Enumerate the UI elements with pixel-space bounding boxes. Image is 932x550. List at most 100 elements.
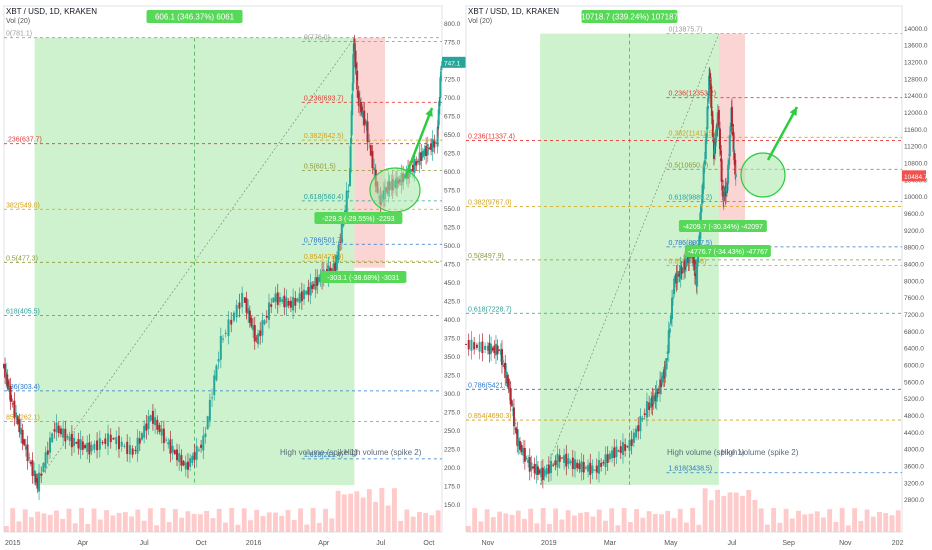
candle-body [261, 320, 264, 336]
candle-body [345, 190, 348, 213]
candle-body [726, 182, 729, 185]
candle-body [662, 372, 665, 383]
annotation-text: High volume (spike 1) [280, 448, 358, 457]
fib-level-label: 0(781.1) [6, 31, 32, 38]
candle-body [558, 455, 561, 462]
candle-body [506, 375, 509, 384]
volume-bar [845, 525, 851, 532]
candle-body [44, 452, 47, 468]
candle-body [643, 413, 646, 415]
candle-body [704, 139, 707, 160]
candle-body [604, 454, 607, 468]
candle-body [733, 153, 736, 165]
volume-bar [285, 509, 291, 532]
candle-body [637, 425, 640, 432]
candle-body [252, 325, 255, 331]
volume-bar [752, 500, 758, 532]
candle-body [676, 271, 679, 283]
volume-bar [895, 510, 901, 532]
candle-body [582, 462, 585, 473]
volume-bar [883, 513, 889, 532]
candle-body [418, 152, 421, 166]
candle-body [117, 435, 120, 450]
candle-body [75, 442, 78, 444]
candle-body [673, 278, 676, 295]
trend-arrow [766, 106, 799, 161]
volume-bar [72, 523, 78, 532]
candle-body [719, 144, 722, 154]
volume-bar [702, 488, 708, 532]
annotation-text: High volume (spike 2) [721, 448, 799, 457]
candle-body [140, 433, 143, 440]
volume-bar [323, 508, 328, 532]
candle-body [421, 150, 424, 158]
x-tick-label: Jul [727, 540, 736, 547]
candle-body [509, 388, 512, 405]
candle-body [356, 70, 359, 90]
volume-bar [22, 509, 28, 532]
volume-bar [777, 522, 783, 532]
candle-body [696, 259, 699, 287]
volume-bar [627, 522, 633, 532]
candle-body [706, 106, 709, 129]
candle-body [511, 409, 514, 411]
candle-body [197, 449, 200, 451]
candle-body [619, 446, 622, 454]
candle-body [484, 345, 487, 350]
volume-bar [216, 508, 222, 532]
volume-bar [291, 520, 297, 532]
candle-body [316, 277, 319, 286]
y-tick-label: 10800.0 [904, 161, 928, 168]
candle-body [182, 461, 185, 466]
volume-bar [360, 497, 366, 532]
candle-body [711, 111, 714, 125]
candle-body [711, 119, 714, 138]
candle-body [541, 467, 544, 480]
candle-body [467, 340, 470, 350]
candle-body [606, 454, 609, 463]
candle-body [344, 210, 347, 214]
candle-body [36, 477, 39, 489]
fib-level-label: 0.786(8807.5) [669, 240, 713, 247]
candle-body [465, 343, 467, 345]
volume-bar [758, 508, 764, 532]
candle-body [721, 179, 724, 183]
top-measure-box [146, 10, 243, 23]
y-tick-label: 3600.0 [904, 463, 924, 470]
candle-body [428, 148, 431, 150]
fib-level-label: 0.618(9889.2) [669, 194, 713, 201]
volume-bar [733, 492, 739, 532]
candle-body [687, 254, 690, 263]
candle-body [675, 273, 678, 284]
y-tick-label: 3200.0 [904, 480, 924, 487]
y-tick-label: 500.0 [444, 243, 461, 250]
volume-bar [235, 524, 241, 532]
candle-body [195, 445, 198, 460]
candle-body [368, 140, 371, 142]
volume-bar [466, 526, 471, 532]
candle-body [437, 109, 440, 126]
volume-bar [104, 510, 109, 532]
candle-body [734, 174, 737, 178]
y-tick-label: 575.0 [444, 188, 461, 195]
candle-body [104, 438, 107, 444]
candle-body [217, 359, 220, 362]
candle-body [245, 298, 248, 313]
candle-body [439, 77, 442, 98]
candle-body [5, 371, 8, 379]
volume-bar [740, 495, 745, 532]
volume-bar [590, 516, 596, 532]
y-tick-label: 2800.0 [904, 497, 924, 504]
candle-body [712, 139, 715, 159]
fib-level-label: 0.618(7228.7) [468, 306, 512, 313]
candle-body [149, 415, 152, 421]
candle-body [340, 221, 343, 243]
candle-body [359, 102, 362, 112]
volume-bar [398, 520, 404, 532]
volume-bar [864, 509, 870, 532]
candle-body [263, 320, 266, 325]
candle-body [683, 261, 685, 273]
candle-body [481, 341, 484, 354]
volume-bar [79, 508, 84, 532]
volume-bar [671, 518, 677, 532]
